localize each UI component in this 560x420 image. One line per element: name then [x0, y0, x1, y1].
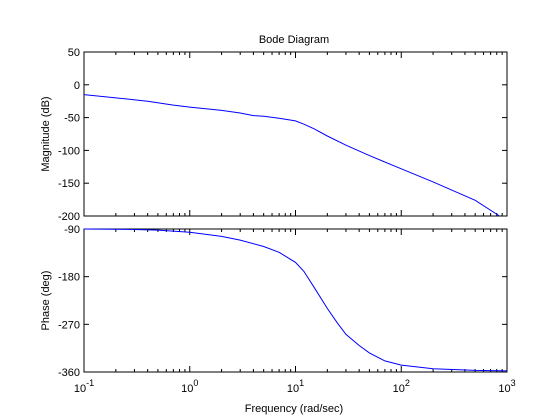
x-tick-label-exponent: -1	[86, 378, 94, 388]
x-tick-label: 100	[181, 378, 198, 395]
panel-phase: -360 -270 -180 -90 Phase (deg)	[40, 224, 508, 379]
panel-magnitude: -200 -150 -100 -50 0 50 Magnitude (dB)	[40, 47, 508, 223]
x-tick-label: 10-1	[74, 378, 94, 395]
x-tick-label-exponent: 3	[511, 378, 516, 388]
x-tick-label-exponent: 1	[299, 378, 304, 388]
x-tick-label-base: 10	[393, 383, 405, 395]
x-tick-label-base: 10	[498, 383, 510, 395]
x-tick-label-exponent: 2	[405, 378, 410, 388]
y-tick-label: -90	[64, 224, 80, 236]
y-tick-label: -180	[58, 272, 80, 284]
x-tick-label: 101	[287, 378, 304, 395]
y-axis-label: Magnitude (dB)	[40, 96, 52, 171]
y-tick-label: -200	[58, 211, 80, 223]
series-line	[83, 228, 508, 372]
x-tick-label-base: 10	[74, 383, 86, 395]
x-tick-label-base: 10	[287, 383, 299, 395]
y-tick-label: 50	[68, 47, 80, 59]
x-tick-label: 103	[498, 378, 515, 395]
series-line	[83, 94, 500, 217]
y-axis-label: Phase (deg)	[40, 271, 52, 331]
x-tick-label-base: 10	[181, 383, 193, 395]
y-tick-label: 0	[74, 80, 80, 92]
y-tick-label: -100	[58, 145, 80, 157]
y-tick-label: -50	[64, 113, 80, 125]
x-tick-label-exponent: 0	[193, 378, 198, 388]
plot-panels: -200 -150 -100 -50 0 50 Magnitude (dB) -360 -270…	[40, 47, 516, 395]
y-tick-label: -270	[58, 319, 80, 331]
chart-title: Bode Diagram	[259, 34, 329, 46]
y-tick-label: -150	[58, 178, 80, 190]
x-axis-label: Frequency (rad/sec)	[245, 403, 343, 415]
x-tick-label: 102	[393, 378, 410, 395]
y-tick-label: -360	[58, 367, 80, 379]
